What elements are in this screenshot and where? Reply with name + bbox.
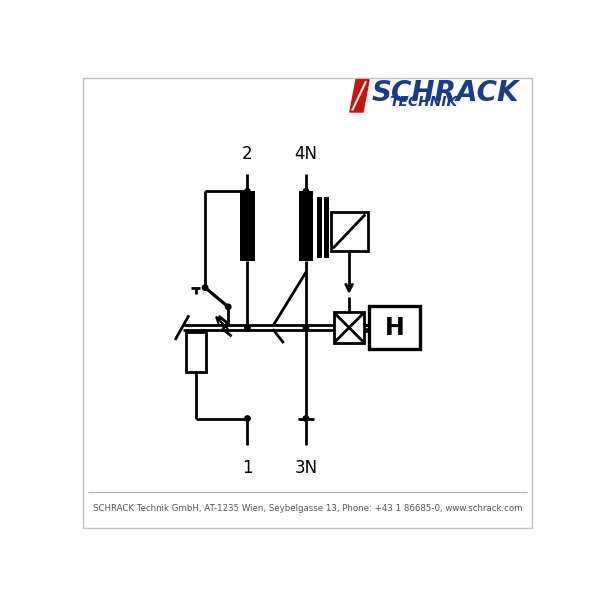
Polygon shape (350, 80, 369, 112)
Text: SCHRACK Technik GmbH, AT-1235 Wien, Seybelgasse 13, Phone: +43 1 86685-0, www.sc: SCHRACK Technik GmbH, AT-1235 Wien, Seyb… (93, 504, 522, 513)
Circle shape (303, 416, 308, 421)
Bar (331, 212, 368, 251)
Circle shape (303, 188, 308, 194)
Text: 4N: 4N (295, 145, 317, 163)
Circle shape (202, 285, 208, 290)
Circle shape (245, 188, 250, 194)
Text: 1: 1 (242, 460, 253, 478)
Text: 2: 2 (242, 145, 253, 163)
Bar (186, 332, 206, 372)
Bar (299, 191, 313, 260)
Circle shape (245, 325, 250, 331)
Text: SCHRACK: SCHRACK (371, 79, 519, 107)
Text: 3N: 3N (295, 460, 317, 478)
Bar (323, 197, 329, 259)
Text: TECHNIK: TECHNIK (389, 95, 457, 109)
Circle shape (226, 304, 231, 310)
Text: H: H (385, 316, 404, 340)
Circle shape (245, 416, 250, 421)
Bar (334, 312, 364, 343)
Bar (369, 306, 420, 349)
Bar (317, 197, 322, 259)
Bar (240, 191, 255, 260)
Circle shape (303, 325, 308, 331)
